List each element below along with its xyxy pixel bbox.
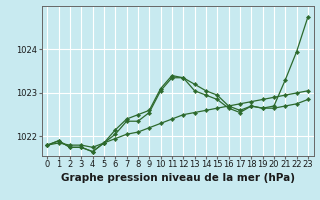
X-axis label: Graphe pression niveau de la mer (hPa): Graphe pression niveau de la mer (hPa) xyxy=(60,173,295,183)
